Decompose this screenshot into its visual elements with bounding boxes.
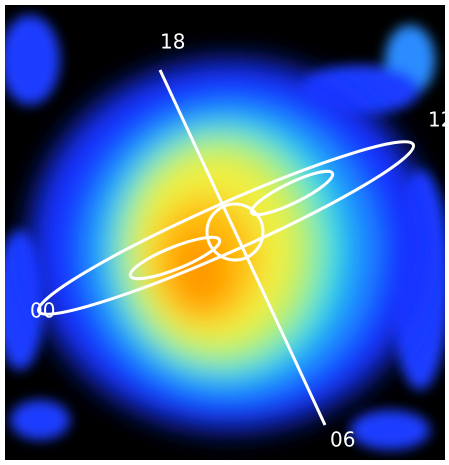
sky-image: 18 12 00 06 [0, 0, 449, 465]
label: 18 [160, 30, 185, 54]
source [30, 60, 430, 430]
label: 06 [330, 428, 355, 452]
page: 18 12 00 06 (() => { const data = JSON.p… [0, 0, 449, 465]
emission-map: 18 12 00 06 [0, 5, 449, 460]
label: 00 [30, 299, 55, 323]
